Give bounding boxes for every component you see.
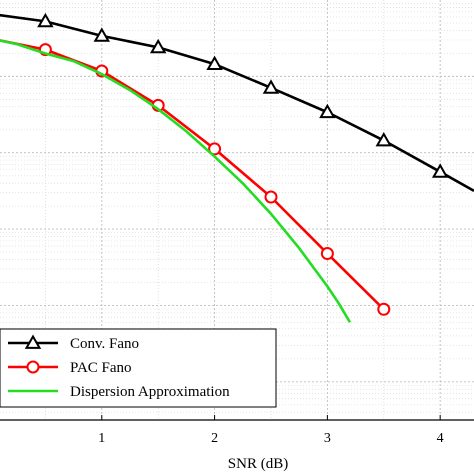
x-ticks: 1 2 3 4: [98, 415, 444, 446]
series-line: [0, 13, 474, 193]
data-point: [24, 334, 42, 349]
legend-items: Conv. Fano PAC Fano Dispersion Approximati…: [8, 334, 230, 400]
x-tick-label: 3: [324, 431, 331, 446]
data-point: [377, 302, 391, 316]
legend-entry: Dispersion Approximation: [70, 384, 230, 400]
series-line: [0, 39, 352, 323]
data-point: [26, 360, 40, 374]
data-point: [320, 247, 334, 261]
data-point: [206, 55, 223, 71]
series-group: [0, 12, 474, 193]
x-tick-label: 1: [98, 431, 105, 446]
data-point: [262, 79, 280, 94]
data-point: [149, 38, 167, 54]
x-axis-label: SNR (dB): [228, 456, 288, 472]
data-point: [375, 131, 392, 147]
legend-entry: Conv. Fano: [70, 336, 139, 352]
series-line: [0, 39, 385, 311]
data-point: [431, 163, 449, 178]
legend-entry: PAC Fano: [70, 360, 132, 376]
data-point: [319, 103, 336, 119]
data-point: [208, 142, 222, 156]
series-layer: [0, 12, 474, 323]
data-point: [37, 12, 54, 28]
data-point: [93, 27, 111, 42]
data-point: [264, 190, 278, 204]
series-group: [0, 39, 391, 316]
x-tick-label: 2: [211, 431, 218, 446]
x-tick-label: 4: [437, 431, 444, 446]
series-group: [0, 39, 352, 323]
minor-grid: [0, 0, 474, 420]
legend: Conv. Fano PAC Fano Dispersion Approximati…: [0, 328, 277, 408]
